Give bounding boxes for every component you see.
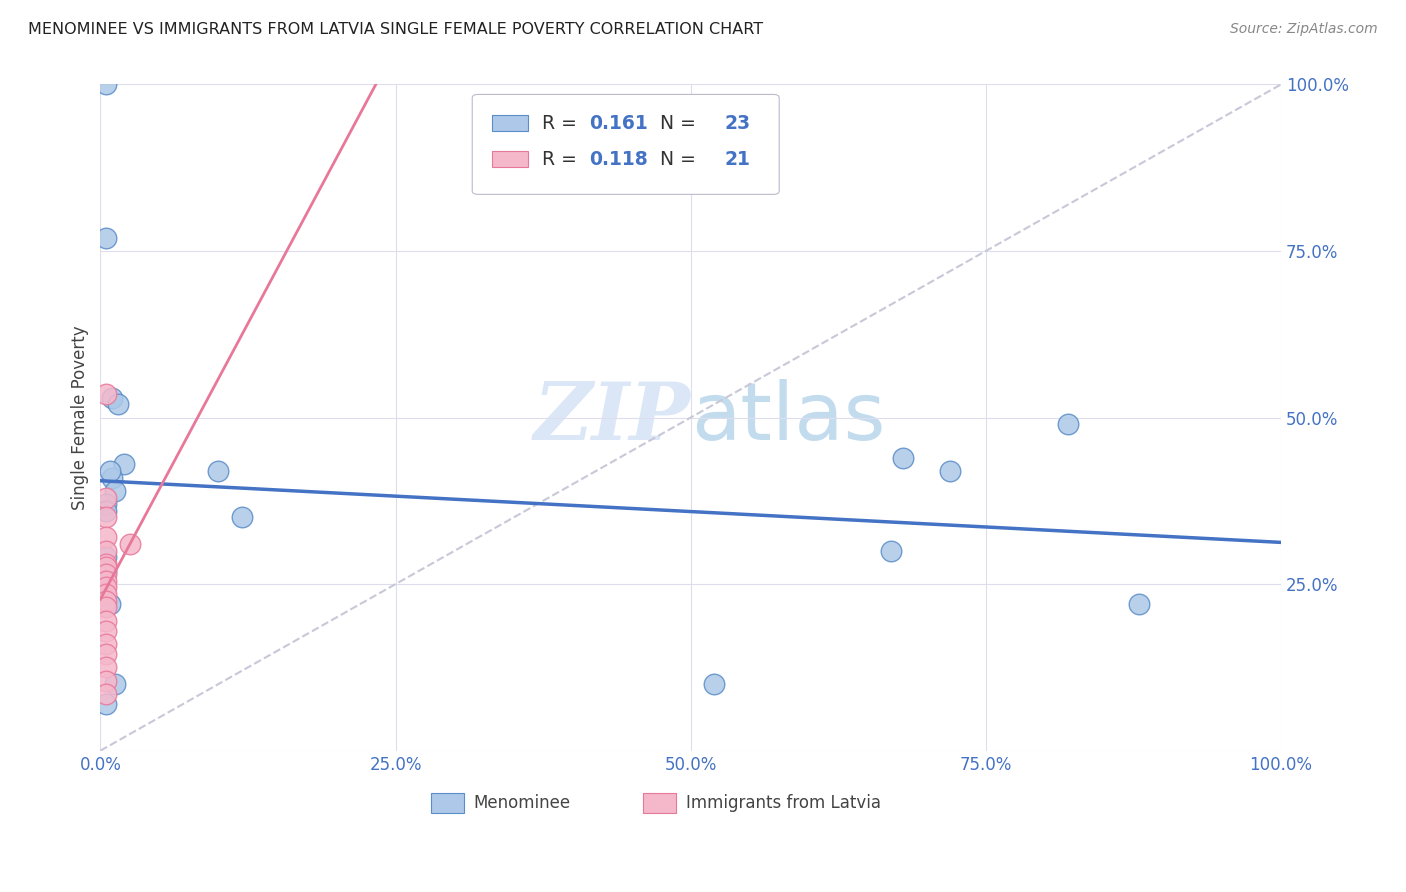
Point	[96, 581, 118, 595]
Point	[96, 647, 118, 661]
Point	[98, 464, 121, 478]
Text: R =: R =	[541, 113, 582, 133]
Point	[96, 504, 118, 518]
Text: 21: 21	[725, 150, 751, 169]
Text: Immigrants from Latvia: Immigrants from Latvia	[686, 794, 882, 812]
Text: N =: N =	[648, 113, 702, 133]
Text: MENOMINEE VS IMMIGRANTS FROM LATVIA SINGLE FEMALE POVERTY CORRELATION CHART: MENOMINEE VS IMMIGRANTS FROM LATVIA SING…	[28, 22, 763, 37]
Point	[880, 544, 903, 558]
Point	[96, 387, 118, 401]
Point	[107, 397, 129, 411]
Point	[96, 637, 118, 651]
Point	[96, 687, 118, 701]
Point	[101, 470, 124, 484]
Point	[96, 624, 118, 638]
Point	[96, 491, 118, 505]
Point	[891, 450, 914, 465]
FancyBboxPatch shape	[472, 95, 779, 194]
Point	[96, 614, 118, 628]
Point	[96, 510, 118, 524]
Point	[1057, 417, 1080, 432]
Point	[118, 537, 141, 551]
Point	[96, 564, 118, 578]
Point	[101, 391, 124, 405]
Point	[96, 660, 118, 674]
Text: Source: ZipAtlas.com: Source: ZipAtlas.com	[1230, 22, 1378, 37]
Text: 23: 23	[725, 113, 751, 133]
Point	[96, 567, 118, 582]
Point	[96, 560, 118, 574]
Point	[96, 497, 118, 511]
Point	[96, 544, 118, 558]
Point	[231, 510, 253, 524]
Point	[96, 587, 118, 601]
Text: 0.161: 0.161	[589, 113, 648, 133]
Point	[96, 574, 118, 588]
Point	[96, 550, 118, 565]
Text: Menominee: Menominee	[474, 794, 571, 812]
Point	[939, 464, 962, 478]
Bar	[492, 115, 527, 131]
Text: N =: N =	[648, 150, 702, 169]
Point	[96, 531, 118, 545]
Point	[96, 697, 118, 711]
Bar	[644, 793, 676, 813]
Point	[1128, 597, 1150, 611]
Text: 0.118: 0.118	[589, 150, 648, 169]
Point	[103, 677, 125, 691]
Point	[112, 457, 135, 471]
Point	[98, 597, 121, 611]
Point	[96, 594, 118, 608]
Bar	[430, 793, 464, 813]
Point	[96, 673, 118, 688]
Point	[96, 78, 118, 92]
Point	[103, 483, 125, 498]
Point	[96, 557, 118, 571]
Text: R =: R =	[541, 150, 582, 169]
Y-axis label: Single Female Poverty: Single Female Poverty	[72, 326, 89, 510]
Point	[703, 677, 725, 691]
Point	[207, 464, 229, 478]
Point	[96, 230, 118, 244]
Text: ZIP: ZIP	[534, 379, 690, 457]
Text: atlas: atlas	[690, 378, 884, 457]
Bar	[492, 151, 527, 168]
Point	[96, 600, 118, 615]
